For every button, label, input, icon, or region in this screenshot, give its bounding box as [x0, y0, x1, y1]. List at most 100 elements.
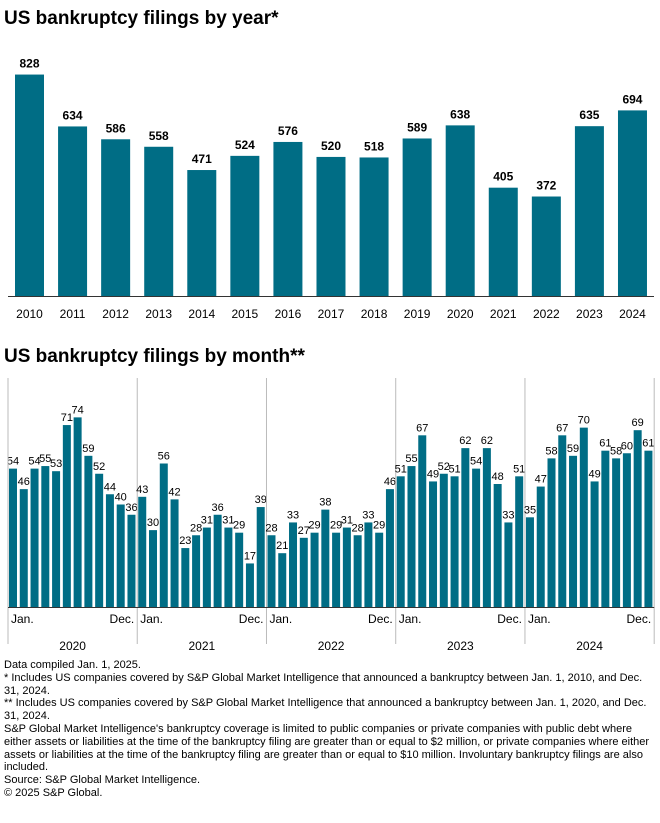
value-label-2021-9: 31: [222, 515, 234, 527]
tick-label-jan-2020: Jan.: [11, 612, 34, 626]
bar-2022-11: [375, 532, 384, 607]
note-coverage: S&P Global Market Intelligence's bankrup…: [4, 722, 650, 774]
tick-label-2018: 2018: [361, 307, 388, 321]
tick-label-2017: 2017: [318, 307, 345, 321]
value-label-2010: 828: [19, 57, 39, 71]
bar-2022-9: [353, 535, 362, 607]
tick-label-2016: 2016: [275, 307, 302, 321]
bar-2023-9: [482, 448, 491, 607]
bar-2022-7: [332, 532, 341, 607]
note-yearly-scope: * Includes US companies covered by S&P G…: [4, 671, 643, 697]
value-label-2021-4: 42: [168, 486, 180, 498]
bar-2023-6: [450, 476, 459, 607]
bar-2020-11: [116, 504, 125, 607]
value-label-2024-1: 35: [524, 504, 536, 516]
value-label-2022-11: 29: [373, 520, 385, 532]
tick-label-dec-2024: Dec.: [627, 612, 652, 626]
value-label-2024-6: 70: [578, 415, 590, 427]
bar-2022-12: [385, 489, 394, 607]
bar-2020-10: [105, 494, 114, 607]
year-label-2024: 2024: [576, 639, 603, 653]
value-label-2023-12: 51: [513, 463, 525, 475]
bar-2021-5: [181, 548, 190, 607]
bar-2020-3: [30, 468, 39, 607]
tick-label-2020: 2020: [447, 307, 474, 321]
tick-label-dec-2022: Dec.: [368, 612, 393, 626]
bar-2024-5: [569, 455, 578, 607]
bar-2020-12: [127, 514, 136, 607]
bar-2010: [15, 74, 44, 296]
bar-2022-5: [310, 532, 319, 607]
value-label-2024-8: 61: [599, 438, 611, 450]
bar-2020-6: [62, 425, 71, 607]
value-label-2022-2: 21: [276, 540, 288, 552]
bar-2024-9: [612, 458, 621, 607]
value-label-2021-5: 23: [179, 535, 191, 547]
chart-title-yearly: US bankruptcy filings by year*: [4, 8, 279, 29]
bar-2021: [488, 187, 518, 296]
bar-2020-8: [84, 455, 93, 607]
value-label-2018: 518: [364, 139, 384, 153]
value-label-2020-11: 40: [115, 492, 127, 504]
bar-2022-1: [267, 535, 276, 607]
note-source: Source: S&P Global Market Intelligence.: [4, 774, 201, 787]
bar-2023-10: [493, 484, 502, 607]
bar-2023-7: [461, 448, 470, 607]
bar-2021-11: [245, 563, 254, 607]
bar-2022-6: [321, 509, 330, 607]
value-label-2020-12: 36: [125, 502, 137, 514]
value-label-2022-1: 28: [265, 522, 277, 534]
tick-label-jan-2024: Jan.: [528, 612, 551, 626]
tick-label-dec-2020: Dec.: [110, 612, 135, 626]
bar-2020: [445, 125, 475, 296]
bar-2024-10: [622, 453, 631, 607]
value-label-2023-5: 52: [438, 461, 450, 473]
value-label-2023-1: 51: [395, 463, 407, 475]
bar-2024-2: [536, 486, 545, 607]
tick-label-dec-2021: Dec.: [239, 612, 264, 626]
value-label-2011: 634: [63, 108, 83, 122]
value-label-2023-7: 62: [459, 435, 471, 447]
bar-2021-1: [138, 496, 147, 607]
value-label-2023-3: 67: [416, 422, 428, 434]
tick-label-2021: 2021: [490, 307, 517, 321]
value-label-2024-2: 47: [535, 474, 547, 486]
bar-2023-12: [515, 476, 524, 607]
value-label-2023-6: 51: [448, 463, 460, 475]
value-label-2022-4: 27: [298, 525, 310, 537]
bar-2022-3: [289, 522, 298, 607]
year-label-2023: 2023: [447, 639, 474, 653]
bar-2012: [101, 139, 131, 296]
tick-label-jan-2021: Jan.: [140, 612, 163, 626]
value-label-2021-1: 43: [136, 484, 148, 496]
value-label-2021-7: 31: [201, 515, 213, 527]
value-label-2020-4: 55: [39, 453, 51, 465]
value-label-2023-8: 54: [470, 456, 482, 468]
value-label-2021-11: 17: [244, 550, 256, 562]
bar-2024-6: [579, 427, 588, 607]
bar-2021-6: [192, 535, 201, 607]
bar-2023-11: [504, 522, 513, 607]
value-label-2020-8: 59: [82, 443, 94, 455]
value-label-2024-12: 61: [642, 438, 654, 450]
footnotes: Data compiled Jan. 1, 2025. * Includes U…: [4, 659, 656, 800]
bar-2023-2: [407, 466, 416, 607]
bar-2014: [187, 170, 217, 296]
bar-2021-7: [202, 527, 211, 607]
bar-2021-9: [224, 527, 233, 607]
bar-2023: [574, 126, 604, 297]
value-label-2024-4: 67: [556, 422, 568, 434]
value-label-2021-12: 39: [255, 494, 267, 506]
year-label-2022: 2022: [318, 639, 345, 653]
value-label-2022: 372: [536, 179, 556, 193]
bar-2024-7: [590, 481, 599, 607]
bar-2021-2: [149, 530, 158, 607]
bar-2024-8: [601, 450, 610, 607]
yearly-bar-chart: 828 2010 634 2011 586 2012 558 2013 471 2014 524 20…: [8, 57, 654, 321]
value-label-2022-7: 29: [330, 520, 342, 532]
value-label-2020-6: 71: [61, 412, 73, 424]
bar-2020-2: [19, 489, 28, 607]
tick-label-2012: 2012: [102, 307, 129, 321]
value-label-2024-3: 58: [545, 445, 557, 457]
